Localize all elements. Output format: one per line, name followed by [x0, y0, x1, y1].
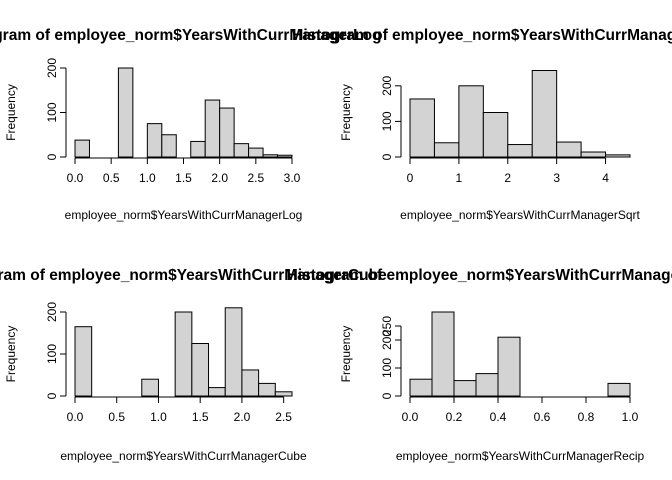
- histogram-bar: [433, 142, 460, 158]
- x-tick-label: 0.6: [534, 410, 551, 424]
- x-tick-label: 1.5: [175, 171, 192, 185]
- y-axis-label: Frequency: [4, 84, 18, 141]
- x-tick-label: 2: [504, 171, 511, 185]
- histogram-bar: [607, 382, 631, 397]
- histogram-bar: [204, 99, 221, 158]
- y-axis-label: Frequency: [4, 326, 18, 383]
- histogram-bar: [409, 98, 435, 158]
- histogram-bar: [74, 326, 93, 397]
- histogram-bar: [141, 378, 159, 397]
- y-tick-label: 200: [45, 58, 59, 78]
- x-tick-label: 3: [553, 171, 560, 185]
- x-tick-label: 0.8: [578, 410, 595, 424]
- histogram-bar: [190, 140, 206, 158]
- histogram-bar: [277, 154, 293, 158]
- histogram-bar: [453, 380, 477, 397]
- histogram-bar: [531, 69, 558, 158]
- histogram-bar: [431, 311, 455, 397]
- histogram-bar: [191, 343, 210, 397]
- x-axis-label: employee_norm$YearsWithCurrManagerRecip: [396, 449, 645, 463]
- x-tick-label: 0.4: [490, 410, 507, 424]
- x-tick-label: 2.5: [247, 171, 264, 185]
- x-tick-label: 4: [602, 171, 609, 185]
- histogram-bar: [219, 107, 235, 158]
- chart-title: Histogram of employee_norm$YearsWithCurr…: [287, 267, 672, 284]
- histogram-bar: [248, 147, 264, 158]
- x-axis-label: employee_norm$YearsWithCurrManagerLog: [65, 208, 303, 222]
- histogram-bar: [146, 123, 163, 158]
- y-tick-label: 100: [45, 102, 59, 122]
- x-tick-label: 1.0: [139, 171, 156, 185]
- y-tick-label: 200: [380, 330, 394, 350]
- histogram-bar: [208, 387, 226, 397]
- x-tick-label: 2.5: [275, 410, 292, 424]
- histogram-bar: [161, 134, 177, 158]
- x-tick-label: 2.0: [234, 410, 251, 424]
- y-axis-label: Frequency: [339, 84, 353, 141]
- y-tick-label: 200: [45, 302, 59, 322]
- histogram-bar: [241, 369, 260, 397]
- y-tick-label: 100: [380, 358, 394, 378]
- histogram-bar: [262, 154, 279, 158]
- x-axis-label: employee_norm$YearsWithCurrManagerCube: [60, 449, 307, 463]
- histogram-bar: [117, 67, 134, 158]
- x-tick-label: 0.0: [67, 410, 84, 424]
- histogram-bar: [174, 311, 193, 397]
- histogram-bar: [409, 378, 433, 397]
- histogram-bar: [258, 382, 276, 397]
- histogram-bar: [224, 307, 243, 397]
- x-tick-label: 0.5: [108, 410, 125, 424]
- histogram-bar: [74, 139, 90, 158]
- y-axis-label: Frequency: [339, 326, 353, 383]
- x-tick-label: 0.0: [402, 410, 419, 424]
- x-tick-label: 1.0: [150, 410, 167, 424]
- histogram-bar: [475, 373, 499, 397]
- x-tick-label: 3.0: [284, 171, 301, 185]
- y-tick-label: 0: [45, 392, 59, 399]
- chart-title: Histogram of employee_norm$YearsWithCurr…: [0, 267, 387, 284]
- x-tick-label: 0: [407, 171, 414, 185]
- histogram-bar: [580, 151, 607, 158]
- y-tick-label: 100: [45, 344, 59, 364]
- y-tick-label: 100: [380, 111, 394, 131]
- histogram-bar: [482, 112, 509, 158]
- y-tick-label: 0: [380, 392, 394, 399]
- x-tick-label: 0.5: [103, 171, 120, 185]
- histogram-bar: [507, 144, 533, 158]
- x-tick-label: 1.5: [192, 410, 209, 424]
- chart-title: Histogram of employee_norm$YearsWithCurr…: [0, 27, 382, 44]
- y-tick-label: 0: [45, 153, 59, 160]
- histogram-bar: [233, 143, 250, 158]
- y-tick-label: 200: [380, 75, 394, 95]
- y-tick-label: 250: [380, 316, 394, 336]
- histogram-bar: [556, 141, 582, 158]
- histogram-bar: [605, 154, 631, 158]
- x-tick-label: 1.0: [622, 410, 639, 424]
- x-axis-label: employee_norm$YearsWithCurrManagerSqrt: [400, 208, 640, 222]
- chart-title: Histogram of employee_norm$YearsWithCurr…: [292, 27, 672, 44]
- x-tick-label: 1: [456, 171, 463, 185]
- x-tick-label: 2.0: [211, 171, 228, 185]
- x-tick-label: 0.2: [446, 410, 463, 424]
- histogram-bar: [458, 85, 484, 158]
- y-tick-label: 0: [380, 153, 394, 160]
- histogram-bar: [274, 391, 293, 397]
- histogram-bar: [497, 336, 521, 397]
- x-tick-label: 0.0: [67, 171, 84, 185]
